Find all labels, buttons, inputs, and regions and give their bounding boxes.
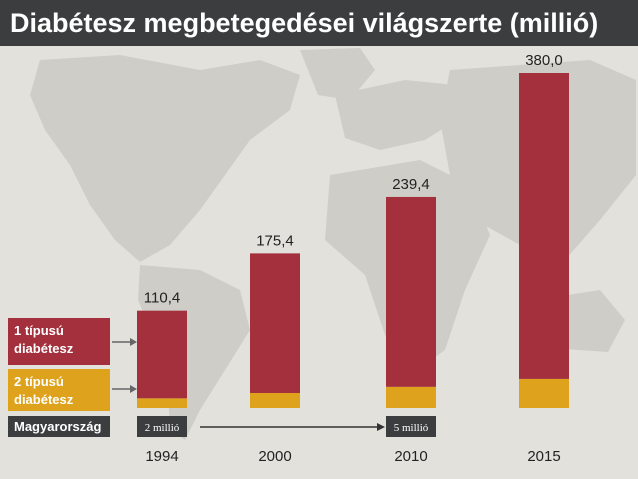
value-label-1994: 110,4 [144, 290, 180, 307]
legend-type1-label-line-1: 1 típusú [14, 323, 64, 338]
value-label-2000: 175,4 [256, 232, 294, 249]
bar-type2-1994 [137, 398, 187, 408]
legend: 1 típusú diabétesz 2 típusú diabétesz Magyar… [8, 318, 436, 437]
bar-type1-2010 [386, 196, 436, 387]
bar-type2-2010 [386, 386, 436, 408]
world-map-background [30, 48, 636, 440]
value-label-2015: 380,0 [525, 52, 563, 69]
europe-shape [335, 80, 465, 150]
hungary-marker-1994-label: 2 millió [145, 422, 180, 434]
chart-title: Diabétesz megbetegedései világszerte (mi… [10, 8, 599, 38]
north-america-shape [30, 55, 300, 262]
legend-type1-box [8, 318, 110, 365]
bar-type1-1994 [137, 310, 187, 399]
x-tick-2015: 2015 [527, 448, 560, 465]
bar-group: 110,4 175,4 239,4 380,0 [137, 52, 569, 408]
bar-type2-2000 [250, 393, 300, 408]
x-tick-2000: 2000 [258, 448, 291, 465]
title-bar: Diabétesz megbetegedései világszerte (mi… [0, 0, 638, 46]
hungary-trend-arrow-head [377, 423, 385, 431]
x-axis-labels: 1994 2000 2010 2015 [145, 448, 560, 465]
legend-type1-arrow-head [130, 338, 137, 346]
greenland-shape [300, 48, 375, 100]
x-tick-2010: 2010 [394, 448, 427, 465]
legend-hungary-box [8, 416, 110, 437]
legend-type2-label-line-1: 2 típusú [14, 374, 64, 389]
hungary-marker-2010-box [386, 416, 436, 437]
bar-type2-2015 [519, 378, 569, 408]
south-america-shape [138, 265, 250, 440]
legend-type1-label-line-2: diabétesz [14, 341, 74, 356]
legend-type2-label-line-2: diabétesz [14, 392, 74, 407]
hungary-marker-1994-box [137, 416, 187, 437]
hungary-marker-2010-label: 5 millió [394, 422, 429, 434]
legend-hungary-label: Magyarország [14, 419, 101, 434]
bar-type1-2015 [519, 73, 569, 379]
x-tick-1994: 1994 [145, 448, 178, 465]
value-label-2010: 239,4 [392, 176, 430, 193]
bar-type1-2000 [250, 253, 300, 394]
legend-type2-arrow-head [130, 385, 137, 393]
legend-type2-box [8, 369, 110, 411]
